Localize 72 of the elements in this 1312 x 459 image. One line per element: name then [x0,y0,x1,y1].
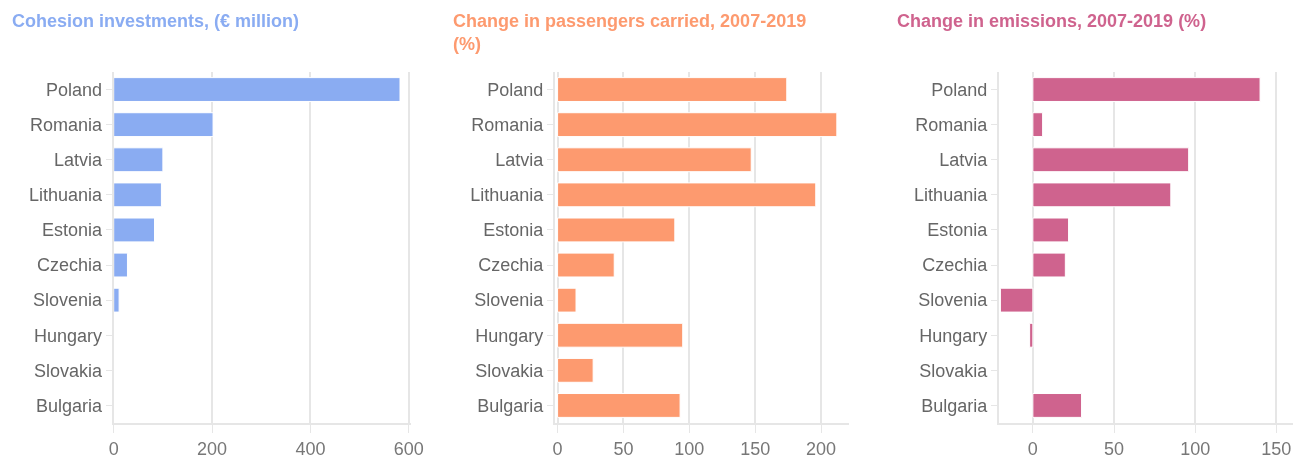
y-tick-label: Romania [471,114,545,135]
bar [113,112,214,138]
bar [113,77,401,102]
y-tick-label: Latvia [939,150,989,171]
x-tick-label: 100 [1180,438,1211,459]
y-tick-label: Slovenia [33,290,104,311]
y-tick-label: Latvia [54,150,104,171]
y-tick-label: Estonia [42,220,104,241]
bar [113,217,156,243]
bar [557,357,594,383]
y-tick-label: Czechia [478,255,545,276]
y-tick-label: Romania [915,114,989,135]
y-tick-label: Estonia [483,220,545,241]
bar [113,252,128,278]
y-tick-label: Bulgaria [36,395,104,416]
y-tick-label: Lithuania [470,185,545,206]
y-tick-label: Bulgaria [921,395,989,416]
y-tick-label: Slovenia [474,290,545,311]
x-tick-label: 100 [674,438,705,459]
chart-title: Change in emissions, 2007-2019 (%) [897,11,1207,31]
bar [1032,147,1190,173]
y-tick-label: Slovakia [919,360,989,381]
y-tick-label: Poland [931,79,988,100]
bar [1032,77,1261,102]
x-tick-label: 150 [740,438,771,459]
x-tick-label: 400 [295,438,326,459]
bar [557,217,676,243]
bar [999,287,1034,313]
bar [557,77,788,102]
bar [557,393,681,418]
y-tick-label: Hungary [34,325,103,346]
y-tick-label: Bulgaria [477,395,545,416]
x-tick-label: 0 [108,438,119,459]
y-tick-label: Latvia [495,150,545,171]
bar [557,322,684,348]
y-tick-label: Lithuania [29,185,104,206]
y-tick-label: Slovenia [918,290,989,311]
y-tick-label: Slovakia [34,360,104,381]
y-tick-label: Romania [30,114,104,135]
y-tick-label: Lithuania [914,185,989,206]
y-tick-label: Hungary [919,325,988,346]
bar [113,182,162,208]
bar [1032,393,1083,418]
bar [557,147,752,173]
x-tick-label: 50 [613,438,634,459]
y-tick-label: Poland [46,79,103,100]
bar [113,287,120,313]
x-tick-label: 50 [1104,438,1125,459]
x-tick-label: 0 [552,438,563,459]
y-tick-label: Czechia [922,255,989,276]
y-tick-label: Estonia [927,220,989,241]
chart-title: Cohesion investments, (€ million) [12,11,300,31]
bar [557,182,817,208]
y-tick-label: Czechia [37,255,104,276]
bar [113,147,164,173]
x-tick-label: 0 [1027,438,1038,459]
x-tick-label: 200 [806,438,837,459]
bar [1032,217,1070,243]
x-tick-label: 600 [393,438,424,459]
bar [557,252,615,278]
bar [557,287,577,313]
chart-title: Change in passengers carried, 2007-2019 (%) [453,11,807,55]
x-tick-label: 150 [1261,438,1292,459]
bar [1029,322,1034,348]
bar [557,112,838,138]
y-tick-label: Hungary [475,325,544,346]
bar [1032,182,1172,208]
y-tick-label: Poland [487,79,544,100]
y-tick-label: Slovakia [475,360,545,381]
bar [1032,112,1044,138]
bar [1032,252,1066,278]
x-tick-label: 200 [197,438,228,459]
